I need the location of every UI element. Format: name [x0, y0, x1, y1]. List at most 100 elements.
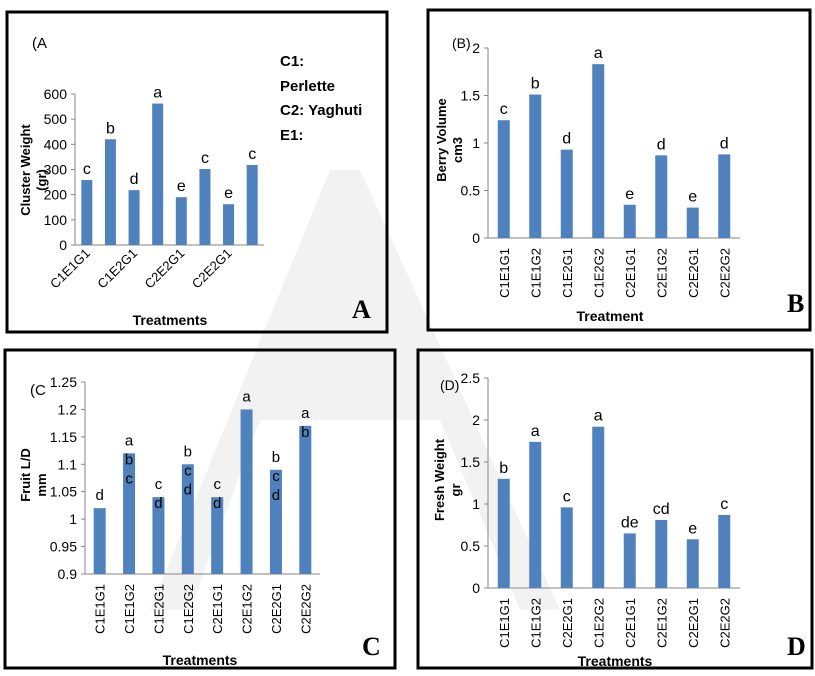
panel-frame-a [5, 10, 389, 334]
panel-a-y-tick-label: 600 [44, 86, 68, 102]
panel-c-significance-letter: d [213, 495, 221, 512]
panel-d-letter: D [787, 632, 806, 661]
panel-c-significance-letter: c [184, 462, 192, 479]
panel-c-significance-letter: a [125, 432, 134, 449]
panel-a-y-tick-label: 200 [44, 187, 68, 203]
panel-a-bar [246, 164, 258, 245]
panel-b-category-label: C1E2G2 [591, 248, 606, 298]
panel-c-significance-letter: b [301, 424, 309, 441]
panel-a-significance-letter: a [153, 85, 162, 102]
panel-b-y-tick-label: 1.5 [461, 88, 481, 104]
panel-a-y-tick-label: 500 [44, 111, 68, 127]
panel-c-significance-letter: d [96, 487, 104, 504]
panel-b-y-axis-label-line2: cm3 [450, 137, 465, 163]
panel-c-y-axis-label-line1: Fruit L/D [18, 448, 33, 501]
panel-b-significance-letter: a [594, 45, 603, 62]
panel-c-significance-letter: c [125, 470, 133, 487]
panel-a-significance-letter: c [201, 150, 209, 167]
panel-c-y-axis-label-line2: mm [34, 473, 49, 496]
panel-a-y-tick-label: 400 [44, 136, 68, 152]
panel-d-significance-letter: a [531, 423, 540, 440]
panel-d-category-label: C2E1G2 [654, 598, 669, 648]
panel-a-y-tick-label: 300 [44, 162, 68, 178]
panel-d-y-tick-label: 2.5 [461, 370, 481, 386]
panel-d-y-axis-label-line1: Fresh Weight [432, 438, 447, 521]
panel-a-bar [81, 180, 93, 245]
panel-c-significance-letter: a [301, 405, 310, 422]
panel-b-bar [686, 207, 699, 238]
panel-c-category-label: C1E1G1 [93, 584, 108, 634]
panel-a-significance-letter: b [106, 120, 115, 137]
panel-d-category-label: C1E1G1 [497, 598, 512, 648]
panel-d-significance-letter: c [563, 488, 571, 505]
panel-a-bar [104, 139, 116, 245]
panel-a-significance-letter: d [130, 171, 139, 188]
panel-d-y-tick-label: 0 [472, 580, 480, 596]
panel-c-bar [299, 425, 312, 574]
panel-d-bar [560, 507, 573, 588]
panel-c-y-tick-label: 0.9 [58, 566, 78, 582]
panel-d-significance-letter: de [621, 514, 639, 531]
watermark-shape [150, 170, 560, 610]
panel-b-bar [560, 149, 573, 238]
panel-a-y-tick-label: 0 [59, 237, 67, 253]
panel-b-category-label: C2E2G2 [717, 248, 732, 298]
panel-b-y-tick-label: 0 [472, 230, 480, 246]
panel-b-bar [718, 154, 731, 238]
panel-b-bar [529, 94, 542, 238]
panel-frame-c [3, 348, 397, 670]
panel-b-significance-letter: e [625, 186, 634, 203]
panel-c-y-tick-label: 1.2 [58, 401, 78, 417]
panel-c-bar [123, 453, 136, 574]
panel-c-category-label: C2E1G2 [240, 584, 255, 634]
panel-b-significance-letter: e [688, 189, 697, 206]
panel-b-significance-letter: d [720, 135, 729, 152]
panel-b-bar [592, 64, 605, 239]
panel-d-category-label: C2E2G2 [717, 598, 732, 648]
panel-d-x-axis-label: Treatments [578, 653, 653, 669]
panel-c-bar [240, 409, 253, 574]
panel-c-category-label: C2E2G1 [269, 584, 284, 634]
panel-a-y-axis-label-line2: (gr) [34, 169, 49, 191]
panel-d-category-label: C2E1G1 [623, 598, 638, 648]
panel-d-significance-letter: b [499, 460, 508, 477]
panel-c-significance-letter: c [155, 476, 163, 493]
panel-c-bar [211, 497, 224, 574]
panel-b-category-label: C2E2G1 [686, 248, 701, 298]
panel-a-x-axis-label: Treatments [133, 312, 208, 328]
panel-a-bar [223, 204, 235, 245]
panel-c-bar [152, 497, 165, 574]
legend-line-4: E1: [280, 127, 303, 144]
panel-a-y-axis-label-line1: Cluster Weight [18, 124, 33, 216]
legend-line-1: C1: [280, 53, 304, 70]
panel-b-bar [655, 155, 668, 238]
panel-d-bar [623, 533, 636, 588]
panel-d-bar [655, 519, 668, 588]
panel-d-significance-letter: cd [653, 501, 670, 518]
panel-c-x-axis-label: Treatments [163, 652, 238, 668]
panel-d-bar [497, 478, 510, 588]
panel-d-y-tick-label: 2 [472, 412, 480, 428]
panel-a-category-label: C1E2G1 [94, 246, 140, 292]
panel-c-y-tick-label: 1.25 [50, 374, 77, 390]
panel-d-category-label: C1E2G2 [591, 598, 606, 648]
panel-d-y-tick-label: 0.5 [461, 538, 481, 554]
panel-c-category-label: C1E2G1 [151, 584, 166, 634]
panel-b-bar [623, 204, 636, 238]
panel-c-y-tick-label: 1.15 [50, 429, 77, 445]
panel-c-category-label: C2E2G2 [298, 584, 313, 634]
panel-a-significance-letter: c [83, 161, 91, 178]
panel-a-significance-letter: e [177, 178, 186, 195]
panel-b-category-label: C1E2G1 [560, 248, 575, 298]
panel-b-category-label: C1E1G1 [497, 248, 512, 298]
panel-c-significance-letter: d [154, 495, 162, 512]
panel-a-bar [175, 197, 187, 245]
panel-a-significance-letter: e [224, 185, 233, 202]
panel-a-bar [152, 103, 164, 246]
panel-d-significance-letter: e [688, 520, 697, 537]
panel-a-category-label: C1E1G1 [47, 246, 93, 292]
panel-c-significance-letter: b [184, 443, 192, 460]
panel-d-significance-letter: a [594, 408, 603, 425]
